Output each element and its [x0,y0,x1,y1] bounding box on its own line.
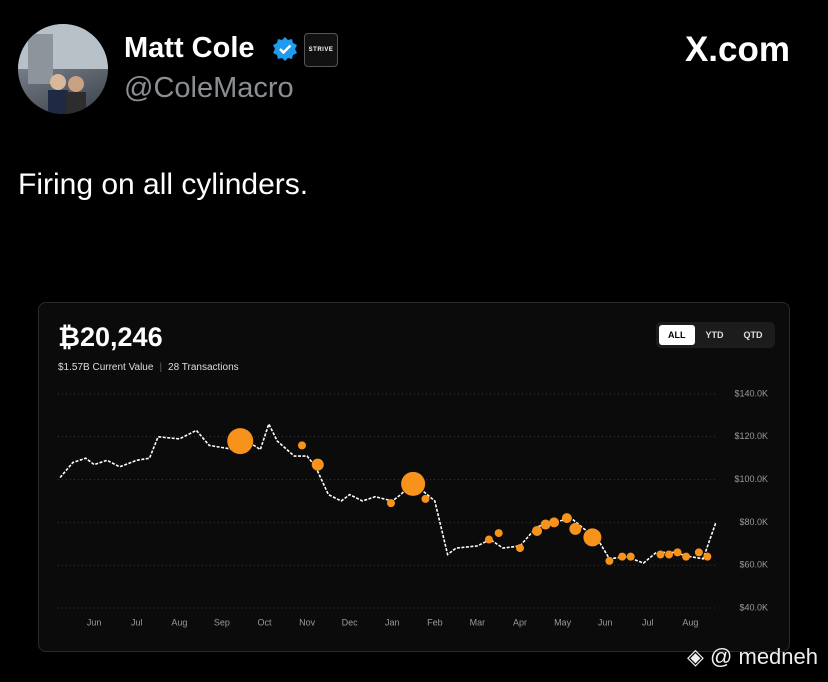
watermark: ◈ @ medneh [687,644,818,669]
y-tick-label: $40.0K [739,602,768,612]
purchase-bubble [656,550,665,559]
x-tick-label: Jun [87,617,102,627]
purchase-bubble [484,535,493,544]
purchase-bubble [421,494,430,503]
purchase-bubble [673,548,682,557]
purchase-bubble [703,552,712,561]
purchase-bubble [605,556,614,565]
x-tick-label: Jun [598,617,613,627]
purchase-bubble [694,548,703,557]
x-tick-label: Mar [470,617,486,627]
y-tick-label: $80.0K [739,517,768,527]
tweet-text: Firing on all cylinders. [18,168,309,201]
purchase-bubble [682,552,691,561]
purchase-bubble [401,471,426,496]
x-tick-label: Jul [131,617,143,627]
range-button[interactable]: ALL [659,325,695,345]
range-button[interactable]: QTD [743,330,763,340]
purchase-bubble [583,528,602,547]
y-tick-label: $120.0K [734,431,768,441]
purchase-bubble [540,519,551,530]
chart-title: ₿20,246 [58,322,163,352]
x-tick-label: Aug [171,617,187,627]
x-tick-label: Aug [682,617,698,627]
x-tick-label: Dec [342,617,359,627]
verified-badge [273,37,297,61]
y-tick-label: $100.0K [734,474,768,484]
range-toggle: ALL YTD QTD [656,322,775,348]
site-logo: X.com [684,30,790,69]
purchase-bubble [227,428,254,455]
purchase-bubble [311,458,324,471]
purchase-bubble [516,544,524,553]
current-value: $1.57B Current Value [58,362,154,373]
purchase-bubble [549,517,560,528]
x-tick-label: Sep [214,617,230,627]
y-tick-label: $140.0K [734,388,768,398]
purchase-bubble [618,552,627,561]
x-tick-label: Jul [642,617,654,627]
transactions: 28 Transactions [168,362,239,373]
display-name[interactable]: Matt Cole [124,32,255,64]
purchase-bubble [494,529,503,538]
purchase-bubble [626,552,635,561]
x-tick-label: Apr [513,617,527,627]
purchase-bubble [532,525,543,536]
purchase-bubble [297,441,306,450]
purchase-bubble [386,499,395,508]
x-tick-label: May [554,617,572,627]
purchase-bubble [569,522,582,535]
price-line [59,421,717,565]
chart-subtitle: $1.57B Current Value | 28 Transactions [58,362,239,373]
purchase-bubble [561,513,572,524]
y-tick-label: $60.0K [739,560,768,570]
purchase-bubble [665,550,674,559]
range-button[interactable]: YTD [705,330,724,340]
x-tick-label: Jan [385,617,400,627]
x-tick-label: Nov [299,617,316,627]
x-tick-label: Oct [258,617,273,627]
x-tick-label: Feb [427,617,443,627]
affiliate-badge[interactable]: STRIVE [304,33,338,67]
handle[interactable]: @ColeMacro [124,72,294,104]
